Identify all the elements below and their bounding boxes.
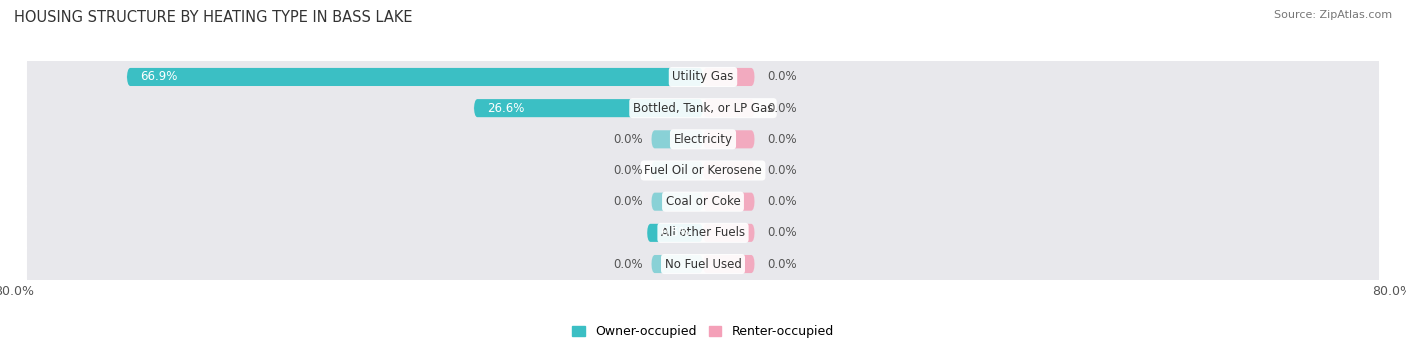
Text: 0.0%: 0.0%: [613, 133, 643, 146]
FancyBboxPatch shape: [127, 68, 703, 86]
FancyBboxPatch shape: [647, 224, 703, 242]
Text: 0.0%: 0.0%: [768, 164, 797, 177]
Text: Coal or Coke: Coal or Coke: [665, 195, 741, 208]
Legend: Owner-occupied, Renter-occupied: Owner-occupied, Renter-occupied: [568, 320, 838, 341]
FancyBboxPatch shape: [703, 193, 755, 211]
Text: 0.0%: 0.0%: [613, 164, 643, 177]
FancyBboxPatch shape: [27, 80, 1379, 136]
Text: Fuel Oil or Kerosene: Fuel Oil or Kerosene: [644, 164, 762, 177]
Text: Electricity: Electricity: [673, 133, 733, 146]
FancyBboxPatch shape: [651, 255, 703, 273]
Text: Bottled, Tank, or LP Gas: Bottled, Tank, or LP Gas: [633, 102, 773, 115]
FancyBboxPatch shape: [27, 173, 1379, 230]
FancyBboxPatch shape: [703, 130, 755, 148]
Text: 0.0%: 0.0%: [768, 257, 797, 270]
FancyBboxPatch shape: [703, 224, 755, 242]
FancyBboxPatch shape: [27, 142, 1379, 199]
FancyBboxPatch shape: [703, 99, 755, 117]
Text: 0.0%: 0.0%: [768, 133, 797, 146]
Text: 0.0%: 0.0%: [613, 195, 643, 208]
FancyBboxPatch shape: [27, 111, 1379, 168]
Text: 0.0%: 0.0%: [613, 257, 643, 270]
Text: 6.5%: 6.5%: [659, 226, 690, 239]
Text: 0.0%: 0.0%: [768, 102, 797, 115]
FancyBboxPatch shape: [474, 99, 703, 117]
FancyBboxPatch shape: [703, 161, 755, 180]
Text: All other Fuels: All other Fuels: [661, 226, 745, 239]
Text: No Fuel Used: No Fuel Used: [665, 257, 741, 270]
Text: Source: ZipAtlas.com: Source: ZipAtlas.com: [1274, 10, 1392, 20]
FancyBboxPatch shape: [703, 68, 755, 86]
Text: HOUSING STRUCTURE BY HEATING TYPE IN BASS LAKE: HOUSING STRUCTURE BY HEATING TYPE IN BAS…: [14, 10, 412, 25]
FancyBboxPatch shape: [27, 205, 1379, 261]
FancyBboxPatch shape: [651, 193, 703, 211]
FancyBboxPatch shape: [651, 161, 703, 180]
FancyBboxPatch shape: [651, 130, 703, 148]
Text: 26.6%: 26.6%: [486, 102, 524, 115]
Text: Utility Gas: Utility Gas: [672, 71, 734, 84]
FancyBboxPatch shape: [27, 236, 1379, 292]
Text: 66.9%: 66.9%: [139, 71, 177, 84]
Text: 0.0%: 0.0%: [768, 71, 797, 84]
Text: 0.0%: 0.0%: [768, 195, 797, 208]
Text: 0.0%: 0.0%: [768, 226, 797, 239]
FancyBboxPatch shape: [27, 49, 1379, 105]
FancyBboxPatch shape: [703, 255, 755, 273]
